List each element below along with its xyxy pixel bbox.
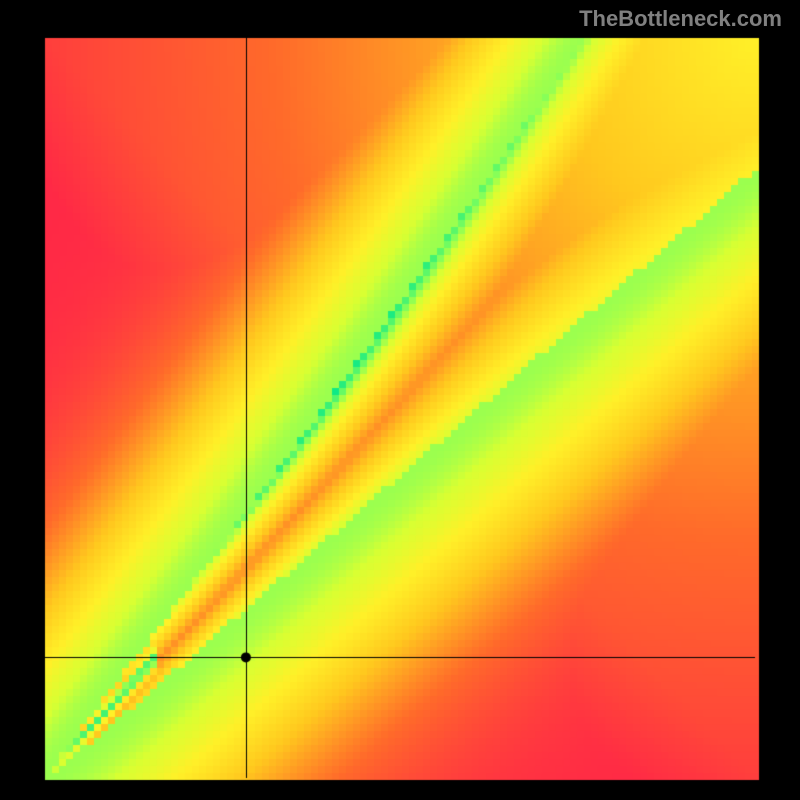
- bottleneck-heatmap: [0, 0, 800, 800]
- watermark-text: TheBottleneck.com: [579, 6, 782, 32]
